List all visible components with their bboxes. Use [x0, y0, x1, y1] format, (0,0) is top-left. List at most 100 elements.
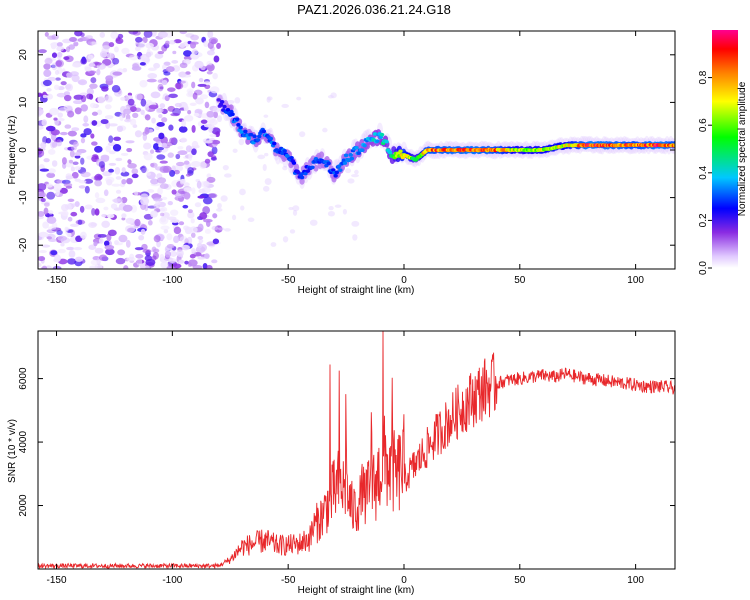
noise-blob [178, 80, 186, 84]
ridge-core [375, 139, 380, 143]
noise-blob [179, 236, 189, 243]
noise-blob [127, 163, 137, 169]
noise-blob [205, 264, 213, 269]
noise-blob [97, 95, 106, 104]
noise-blob [47, 35, 56, 40]
y-tick-label: 4000 [18, 431, 29, 454]
y-tick-label: -10 [18, 190, 29, 205]
noise-blob [135, 253, 144, 259]
noise-blob [351, 173, 359, 178]
noise-blob [189, 41, 197, 49]
noise-blob [160, 261, 169, 269]
noise-blob [177, 150, 188, 156]
ridge-core [348, 153, 353, 157]
noise-blob [351, 220, 360, 227]
noise-blob [104, 244, 115, 250]
noise-blob [138, 234, 145, 241]
colorbar-tick-label: 0.8 [698, 70, 709, 84]
noise-blob [90, 77, 97, 84]
noise-blob [93, 241, 98, 247]
noise-blob [126, 147, 133, 153]
noise-blob [69, 150, 75, 158]
noise-blob [55, 77, 61, 81]
noise-blob [175, 153, 181, 160]
noise-blob [104, 95, 113, 103]
noise-blob [75, 256, 84, 262]
noise-blob [187, 167, 195, 174]
y-tick-label: -20 [18, 238, 29, 253]
noise-blob [80, 171, 91, 178]
noise-blob [157, 31, 168, 39]
noise-blob [178, 126, 188, 133]
noise-blob [198, 188, 206, 194]
noise-blob [140, 228, 146, 235]
noise-blob [129, 106, 137, 112]
noise-blob [187, 209, 193, 214]
noise-blob [115, 257, 126, 265]
noise-blob [46, 172, 56, 178]
noise-blob [38, 215, 45, 220]
snr-series-line [38, 331, 675, 569]
noise-blob [56, 92, 67, 98]
noise-blob [342, 208, 347, 215]
noise-blob [80, 32, 85, 38]
noise-blob [334, 204, 342, 208]
noise-blob [104, 115, 114, 120]
noise-blob [78, 185, 86, 189]
noise-blob [153, 62, 160, 69]
noise-blob [88, 63, 96, 67]
noise-blob [38, 92, 43, 97]
noise-blob [47, 76, 57, 82]
noise-blob [212, 213, 218, 219]
noise-blob [144, 265, 150, 269]
noise-blob [167, 200, 173, 206]
noise-blob [100, 119, 109, 125]
noise-blob [99, 50, 108, 58]
noise-blob [123, 108, 132, 115]
noise-blob [54, 254, 61, 263]
ridge-core [362, 143, 367, 148]
noise-blob [83, 115, 89, 124]
noise-blob [64, 124, 72, 129]
noise-blob [51, 141, 58, 148]
ridge-core [299, 175, 305, 180]
noise-blob [53, 117, 58, 121]
noise-blob [38, 107, 44, 116]
noise-blob [204, 253, 210, 259]
noise-blob [67, 110, 75, 118]
noise-blob [127, 227, 135, 233]
noise-blob [282, 236, 289, 243]
noise-blob [105, 248, 115, 256]
snr-x-ticks: -150 -100 -50 0 50 100 [47, 331, 644, 586]
noise-blob [178, 259, 185, 264]
noise-blob [101, 155, 110, 162]
noise-blob [266, 96, 271, 103]
noise-blob [211, 259, 218, 264]
noise-blob [156, 177, 167, 184]
noise-blob [168, 93, 178, 99]
noise-blob [116, 125, 124, 133]
snr-y-ticks: 2000 4000 6000 [18, 367, 675, 517]
noise-blob [190, 232, 196, 238]
noise-blob [106, 52, 115, 59]
noise-blob [232, 148, 238, 153]
noise-blob [159, 183, 169, 190]
noise-blob [190, 218, 195, 224]
noise-blob [142, 133, 148, 141]
noise-blob [41, 244, 51, 248]
noise-blob [87, 41, 92, 46]
noise-blob [89, 41, 98, 46]
x-tick-label: 0 [401, 575, 407, 586]
noise-blob [90, 259, 99, 266]
noise-blob [144, 103, 150, 111]
noise-blob [115, 37, 124, 44]
noise-blob [183, 191, 191, 200]
noise-blob [149, 149, 155, 154]
colorbar-ticks: 0.0 0.2 0.4 0.6 0.8 [698, 70, 712, 275]
noise-blob [147, 220, 153, 226]
noise-blob [156, 122, 165, 127]
noise-blob [51, 160, 58, 167]
noise-blob [67, 258, 77, 265]
noise-blob [154, 52, 164, 59]
